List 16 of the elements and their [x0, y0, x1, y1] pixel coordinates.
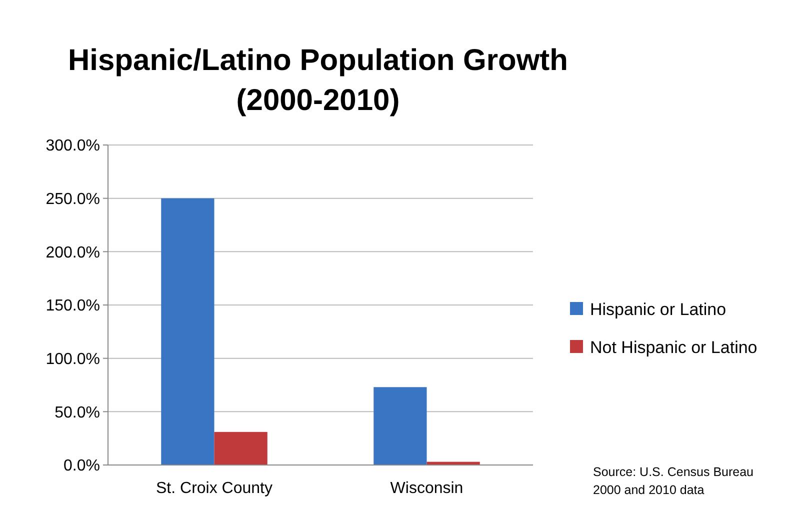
legend-label: Not Hispanic or Latino — [590, 338, 758, 357]
source-note: Source: U.S. Census Bureau 2000 and 2010 data — [593, 465, 754, 497]
bar — [214, 432, 268, 465]
y-tick-label: 150.0% — [46, 298, 100, 315]
y-tick-label: 100.0% — [46, 350, 100, 368]
x-tick-label: St. Croix County — [156, 480, 272, 497]
legend-label: Hispanic or Latino — [590, 300, 726, 319]
y-tick-label: 200.0% — [46, 244, 100, 262]
bar — [161, 198, 214, 465]
y-tick-label: 300.0% — [46, 138, 100, 155]
chart-title: Hispanic/Latino Population Growth (2000-2010) — [68, 44, 568, 117]
y-tick-label: 0.0% — [64, 458, 100, 475]
y-tick-label: 250.0% — [46, 190, 100, 208]
x-tick-label: Wisconsin — [390, 480, 464, 497]
y-tick-label: 50.0% — [54, 404, 100, 422]
bar — [374, 387, 427, 465]
